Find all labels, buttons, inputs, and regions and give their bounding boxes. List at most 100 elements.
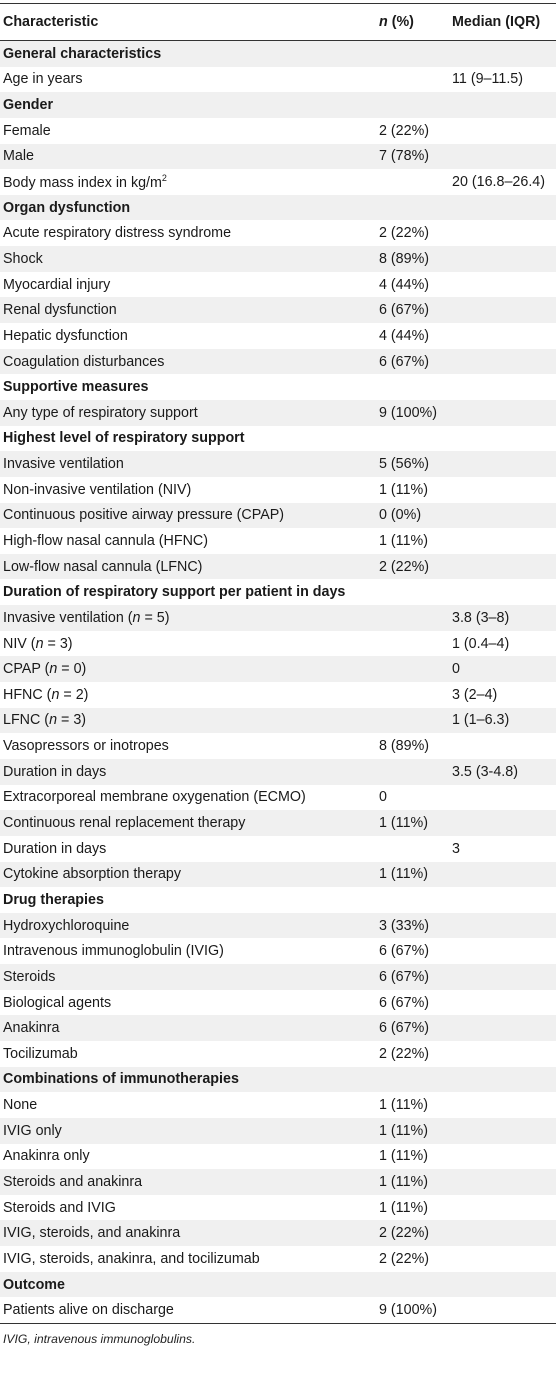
row-label-text: Combinations of immunotherapies (3, 1071, 239, 1088)
table-row: NIV (n = 3) 1 (0.4–4) (0, 631, 556, 657)
table-footnote: IVIG, intravenous immunoglobulins. (3, 1332, 196, 1347)
section-header-row: General characteristics (0, 41, 556, 67)
row-label-text: Continuous positive airway pressure (CPA… (3, 507, 285, 524)
table-row: HFNC (n = 2) 3 (2–4) (0, 682, 556, 708)
row-median-iqr: 3 (2–4) (452, 686, 498, 703)
table-row: Any type of respiratory support 9 (100%) (0, 399, 556, 426)
row-label-text: Anakinra (3, 1020, 60, 1037)
row-label-text: Low-flow nasal cannula (LFNC) (3, 558, 203, 575)
row-label-text: Tocilizumab (3, 1045, 78, 1062)
row-label-text: Steroids (3, 968, 56, 985)
row-characteristic: Steroids and anakinra (0, 1174, 379, 1190)
row-n-percent: 1 (11%) (379, 1122, 428, 1139)
row-n-percent: 5 (56%) (379, 456, 430, 473)
table-row: High-flow nasal cannula (HFNC) 1 (11%) (0, 528, 556, 554)
section-label: Drug therapies (0, 892, 379, 908)
table-row: Invasive ventilation (n = 5) 3.8 (3–8) (0, 605, 556, 631)
row-label-text: Male (3, 148, 34, 165)
row-label-text: Age in years (3, 71, 83, 88)
header-characteristic: Characteristic (3, 14, 99, 30)
row-label-text: Steroids and anakinra (3, 1174, 143, 1190)
table-row: Anakinra 6 (67%) (0, 1015, 556, 1041)
table-row: Coagulation disturbances 6 (67%) (0, 348, 556, 375)
row-label-text: Invasive ventilation (3, 456, 124, 473)
table-row: Shock 8 (89%) (0, 246, 556, 272)
row-label-text: Continuous renal replacement therapy (3, 815, 246, 832)
row-median-iqr: 3.8 (3–8) (452, 609, 510, 626)
row-characteristic: Extracorporeal membrane oxygenation (ECM… (0, 789, 379, 805)
row-label-text: Duration in days (3, 763, 107, 780)
section-label: Duration of respiratory support per pati… (0, 584, 379, 600)
row-characteristic: Continuous renal replacement therapy (0, 815, 379, 831)
row-n-percent: 6 (67%) (379, 943, 430, 960)
header-rule (0, 40, 556, 41)
row-label-text: Highest level of respiratory support (3, 430, 245, 447)
table-row: Body mass index in kg/m2 20 (16.8–26.4) (0, 169, 556, 195)
row-characteristic: NIV (n = 3) (0, 636, 379, 652)
table-row: Hepatic dysfunction 4 (44%) (0, 323, 556, 349)
section-header-row: Combinations of immunotherapies (0, 1066, 556, 1093)
row-characteristic: Invasive ventilation (0, 456, 379, 472)
row-label-text: Renal dysfunction (3, 302, 117, 319)
row-n-percent: 6 (67%) (379, 353, 430, 370)
table-row: Steroids and anakinra 1 (11%) (0, 1169, 556, 1195)
header-n-percent: n (%) (379, 14, 452, 30)
table-row: Anakinra only 1 (11%) (0, 1144, 556, 1170)
table-row: Intravenous immunoglobulin (IVIG) 6 (67%) (0, 938, 556, 964)
table-row: Tocilizumab 2 (22%) (0, 1041, 556, 1067)
row-characteristic: Duration in days (0, 764, 379, 780)
section-label: General characteristics (0, 46, 379, 62)
row-n-percent: 7 (78%) (379, 148, 430, 165)
row-characteristic: CPAP (n = 0) (0, 661, 379, 677)
row-label-text: IVIG only (3, 1122, 62, 1139)
table-row: Biological agents 6 (67%) (0, 990, 556, 1016)
row-characteristic: None (0, 1097, 379, 1113)
row-n-percent: 8 (89%) (379, 738, 430, 755)
table-row: Patients alive on discharge 9 (100%) (0, 1297, 556, 1323)
row-characteristic: Any type of respiratory support (0, 405, 379, 421)
row-n-percent: 2 (22%) (379, 1225, 430, 1242)
table-row: Female 2 (22%) (0, 118, 556, 144)
table-row: None 1 (11%) (0, 1092, 556, 1118)
table-bottom-rule (0, 1323, 556, 1325)
section-label: Outcome (0, 1277, 379, 1293)
row-label-text: NIV ( (3, 635, 36, 652)
row-label-text: Non-invasive ventilation (NIV) (3, 481, 192, 498)
row-characteristic: Vasopressors or inotropes (0, 738, 379, 754)
row-label-text: None (3, 1097, 38, 1114)
row-n-percent: 6 (67%) (379, 968, 430, 985)
row-label-text: Body mass index in kg/m (3, 174, 162, 191)
row-label-text: HFNC ( (3, 686, 52, 703)
row-characteristic: Shock (0, 251, 379, 267)
row-characteristic: Low-flow nasal cannula (LFNC) (0, 559, 379, 575)
row-characteristic: Non-invasive ventilation (NIV) (0, 482, 379, 498)
superscript: 2 (161, 173, 167, 184)
section-label: Combinations of immunotherapies (0, 1071, 379, 1087)
row-label-text: CPAP ( (3, 661, 50, 678)
row-characteristic: Female (0, 123, 379, 139)
row-label-text: IVIG, steroids, anakinra, and tocilizuma… (3, 1250, 260, 1267)
table-row: IVIG only 1 (11%) (0, 1117, 556, 1144)
row-characteristic: Steroids and IVIG (0, 1200, 379, 1216)
table-row: Duration in days 3.5 (3-4.8) (0, 758, 556, 785)
n-variable: n (132, 609, 141, 626)
row-median-iqr: 0 (452, 661, 460, 678)
row-label-text: High-flow nasal cannula (HFNC) (3, 532, 208, 549)
row-characteristic: Myocardial injury (0, 277, 379, 293)
row-label-text: Vasopressors or inotropes (3, 738, 169, 755)
row-characteristic: Renal dysfunction (0, 302, 379, 318)
row-n-percent: 1 (11%) (379, 481, 428, 498)
row-n-percent: 1 (11%) (379, 1199, 428, 1216)
row-characteristic: Anakinra (0, 1020, 379, 1036)
table-header-row: Characteristic n (%) Median (IQR) (0, 4, 556, 40)
table-row: LFNC (n = 3) 1 (1–6.3) (0, 707, 556, 734)
row-n-percent: 1 (11%) (379, 1097, 428, 1114)
table-row: CPAP (n = 0) 0 (0, 656, 556, 683)
table-row: Age in years 11 (9–11.5) (0, 67, 556, 93)
row-n-percent: 9 (100%) (379, 404, 438, 421)
row-n-percent: 2 (22%) (379, 1250, 430, 1267)
table-top-rule (0, 3, 556, 4)
row-label-text: Patients alive on discharge (3, 1302, 174, 1319)
row-characteristic: Coagulation disturbances (0, 354, 379, 370)
row-median-iqr: 3 (452, 840, 460, 857)
